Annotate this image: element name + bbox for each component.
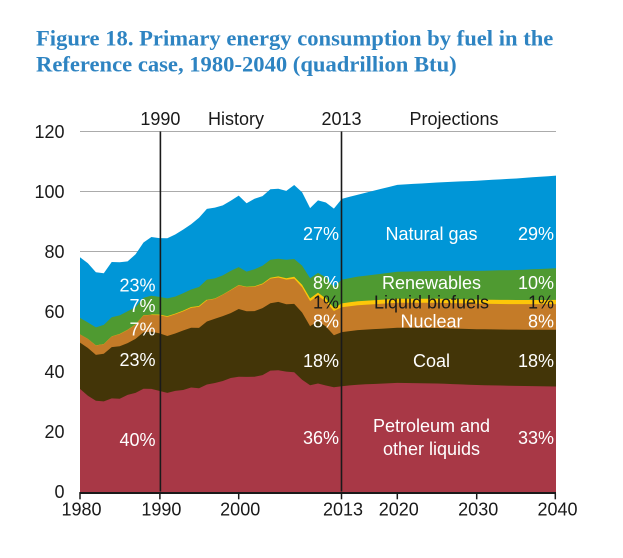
svg-text:Coal: Coal — [413, 351, 450, 371]
svg-text:7%: 7% — [129, 319, 155, 339]
svg-text:100: 100 — [34, 182, 64, 202]
svg-text:2013: 2013 — [321, 109, 361, 129]
svg-text:1990: 1990 — [141, 500, 181, 520]
svg-text:80: 80 — [44, 242, 64, 262]
svg-text:36%: 36% — [303, 428, 339, 448]
svg-text:1990: 1990 — [140, 109, 180, 129]
svg-text:other liquids: other liquids — [383, 439, 480, 459]
svg-text:Nuclear: Nuclear — [400, 311, 462, 331]
svg-text:10%: 10% — [518, 273, 554, 293]
svg-text:1980: 1980 — [61, 500, 101, 520]
svg-text:2013: 2013 — [323, 500, 363, 520]
svg-text:8%: 8% — [313, 311, 339, 331]
svg-text:2030: 2030 — [458, 500, 498, 520]
svg-text:Reference case, 1980-2040 (qua: Reference case, 1980-2040 (quadrillion B… — [36, 52, 457, 77]
svg-text:29%: 29% — [518, 224, 554, 244]
svg-text:History: History — [208, 109, 264, 129]
svg-text:18%: 18% — [303, 351, 339, 371]
svg-text:Liquid biofuels: Liquid biofuels — [374, 292, 489, 312]
svg-text:Renewables: Renewables — [382, 273, 481, 293]
svg-text:Figure 18. Primary energy cons: Figure 18. Primary energy consumption by… — [36, 26, 553, 51]
svg-text:Natural gas: Natural gas — [385, 224, 477, 244]
svg-text:7%: 7% — [129, 296, 155, 316]
svg-text:2000: 2000 — [220, 500, 260, 520]
svg-text:27%: 27% — [303, 224, 339, 244]
svg-text:8%: 8% — [528, 311, 554, 331]
svg-text:33%: 33% — [518, 428, 554, 448]
svg-text:0: 0 — [54, 482, 64, 502]
svg-text:120: 120 — [34, 122, 64, 142]
svg-text:2020: 2020 — [379, 500, 419, 520]
svg-text:20: 20 — [44, 422, 64, 442]
svg-text:1%: 1% — [528, 292, 554, 312]
svg-text:23%: 23% — [119, 275, 155, 295]
svg-text:Petroleum and: Petroleum and — [373, 416, 490, 436]
svg-text:Projections: Projections — [409, 109, 498, 129]
svg-text:8%: 8% — [313, 273, 339, 293]
svg-text:60: 60 — [44, 302, 64, 322]
svg-text:23%: 23% — [119, 350, 155, 370]
svg-text:2040: 2040 — [537, 500, 577, 520]
svg-text:40: 40 — [44, 362, 64, 382]
svg-text:40%: 40% — [119, 430, 155, 450]
svg-text:1%: 1% — [313, 292, 339, 312]
svg-text:18%: 18% — [518, 351, 554, 371]
